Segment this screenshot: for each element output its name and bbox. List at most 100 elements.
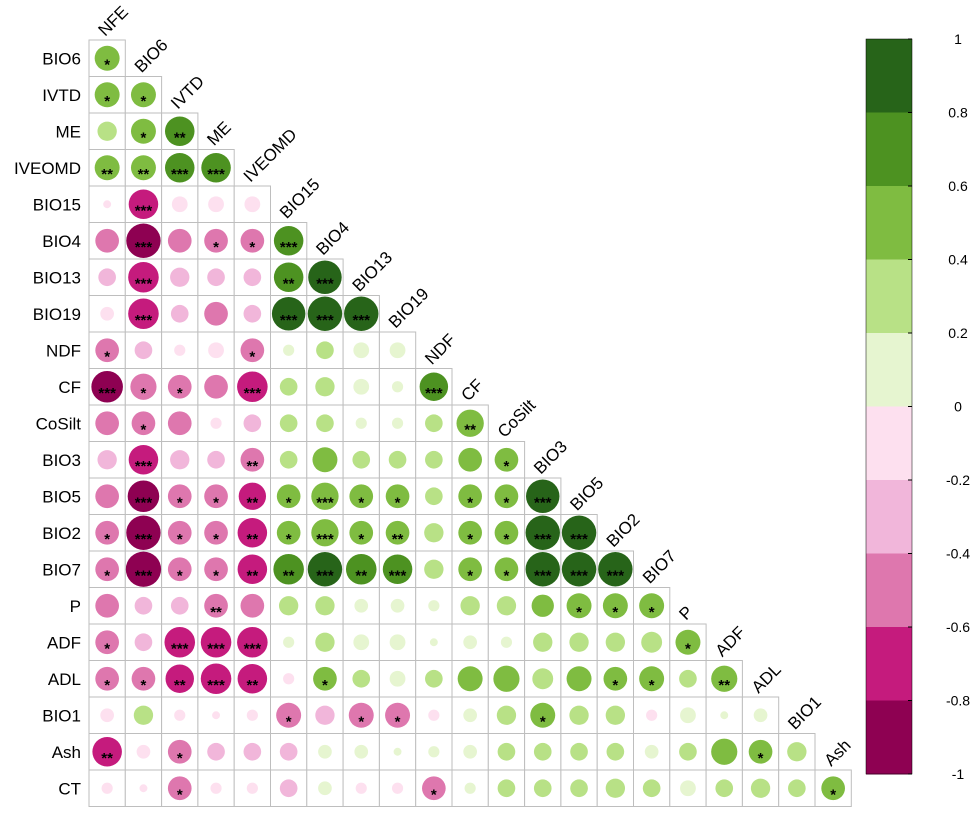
correlation-circle [126,515,161,550]
correlation-circle [533,742,552,761]
row-label: CT [58,779,81,798]
correlation-circle [95,630,119,655]
significance-mark: *** [135,202,153,219]
correlation-circle [605,705,626,725]
significance-mark: *** [425,385,443,402]
correlation-circle [711,738,738,765]
significance-mark: *** [135,239,153,256]
correlation-circle [237,554,268,585]
correlation-circle [243,742,262,761]
correlation-circle [133,705,154,725]
colorbar-tick-label: 0 [954,399,962,415]
significance-mark: * [358,494,364,511]
colorbar-tick-label: 1 [954,31,962,47]
correlation-circle [428,709,440,721]
row-label: ME [56,122,82,141]
correlation-circle [315,632,335,652]
colorbar-tick-label: -0.4 [946,546,970,562]
correlation-circle [171,196,188,213]
colorbar-tick-label: -0.2 [946,472,970,488]
significance-mark: *** [171,640,189,657]
correlation-circle [279,779,298,798]
correlation-circle [240,593,265,618]
correlation-circle [100,708,114,723]
correlation-circle [273,553,304,585]
correlation-circle [170,450,190,470]
correlation-circle [494,557,519,582]
significance-mark: ** [464,421,476,438]
colorbar-tick-label: 0.8 [948,105,968,121]
correlation-circle [605,778,626,798]
correlation-circle [136,744,151,759]
correlation-circle [391,782,404,794]
significance-mark: * [467,494,473,511]
correlation-circle [603,666,628,691]
correlation-circle [385,484,410,509]
significance-mark: *** [316,494,334,511]
correlation-circle [388,450,407,469]
significance-layer: ** ** **** ** *** ********* * * ****** ** ****** **… [98,56,836,803]
significance-mark: *** [135,567,153,584]
colorbar-tick-label: 0.2 [948,325,968,341]
correlation-circle [463,744,477,759]
diagonal-label: BIO15 [276,175,324,223]
correlation-circle [283,344,295,356]
correlation-circle [210,782,222,794]
significance-mark: * [540,713,546,730]
diagonal-label: CoSilt [494,396,540,442]
correlation-circle [243,414,262,433]
significance-mark: *** [244,640,262,657]
correlation-circle [644,744,659,759]
row-label: P [70,597,81,616]
correlation-circle [500,636,513,648]
row-label: CoSilt [36,414,82,433]
significance-mark: * [213,567,219,584]
diagonal-label: BIO7 [639,546,680,587]
diagonal-label: NDF [421,330,459,368]
row-label: ADL [48,670,81,689]
significance-mark: * [504,494,510,511]
significance-mark: * [177,750,183,767]
row-label: BIO4 [42,232,81,251]
row-label: Ash [52,743,81,762]
significance-mark: ** [101,166,113,183]
correlation-circle [170,304,189,323]
correlation-circle [787,742,807,762]
colorbar-segment [866,553,912,628]
diagonal-label: IVTD [167,72,208,113]
significance-mark: *** [280,312,298,329]
correlation-circle [428,600,440,612]
diagonal-label: BIO6 [131,35,172,76]
significance-mark: *** [607,567,625,584]
correlation-circle [128,298,159,330]
correlation-circle [494,447,519,472]
correlation-circle [318,781,332,796]
correlation-circle [533,779,552,798]
significance-mark: * [104,348,110,365]
correlation-circle [570,742,588,761]
correlation-circle [167,411,192,436]
correlation-circle [165,664,194,693]
correlation-circle [602,593,628,619]
significance-mark: *** [316,275,334,292]
correlation-circle [354,598,369,613]
colorbar-segment [866,333,912,407]
correlation-circle [419,372,449,401]
correlation-circle [167,776,192,801]
correlation-circle [237,663,268,694]
correlation-circle [315,705,335,725]
correlation-circle [131,411,156,436]
significance-mark: * [104,531,110,548]
significance-mark: * [177,531,183,548]
correlation-circle [311,519,339,547]
correlation-circle [496,705,517,725]
significance-mark: * [104,677,110,694]
correlation-circle [391,417,404,429]
significance-mark: *** [534,567,552,584]
significance-mark: ** [283,567,295,584]
correlation-circle [315,596,335,616]
row-label: NDF [46,341,81,360]
row-label: BIO3 [42,451,81,470]
significance-mark: * [249,239,255,256]
correlation-circle [201,152,231,183]
